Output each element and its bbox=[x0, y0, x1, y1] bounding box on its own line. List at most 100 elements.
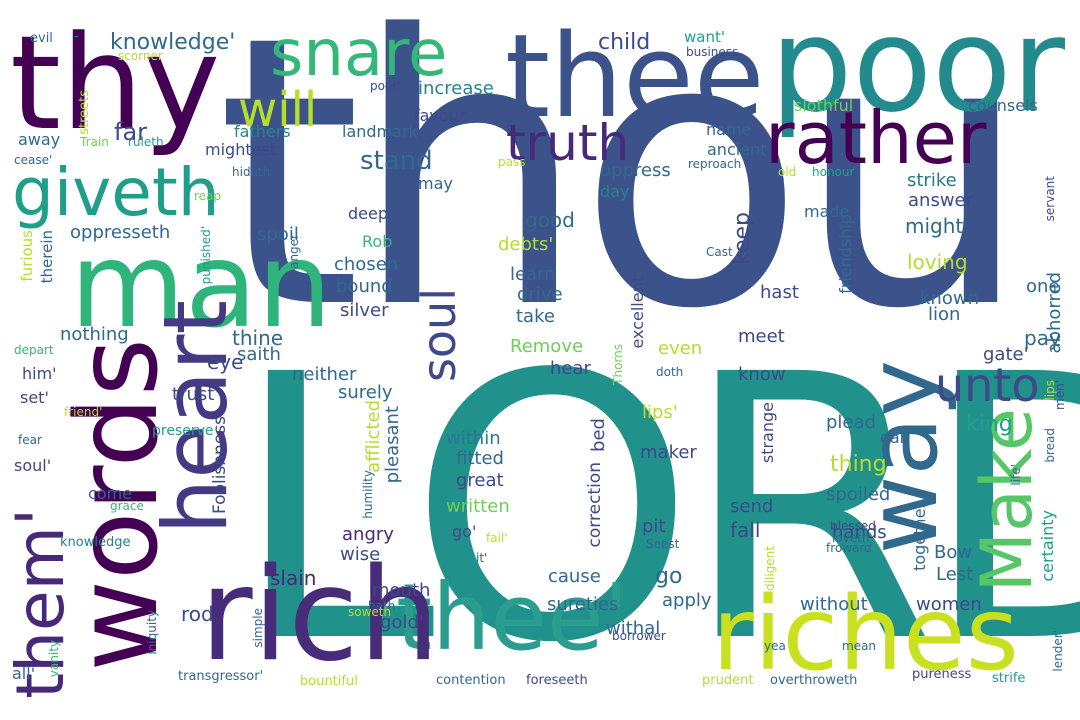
word-friendship: friendship bbox=[836, 214, 855, 294]
word-sureties: sureties bbox=[547, 594, 619, 615]
word-lips: lips bbox=[1043, 380, 1057, 401]
word-mean: mean bbox=[842, 639, 877, 653]
word-snare: snare bbox=[270, 17, 448, 91]
word-fail: fail' bbox=[486, 531, 508, 545]
word-thing: thing bbox=[830, 452, 887, 477]
word-go-quote: go' bbox=[452, 522, 477, 541]
word-train: Train bbox=[80, 135, 109, 149]
word-blessed: blessed bbox=[830, 519, 876, 533]
word-increase: increase bbox=[418, 78, 494, 99]
word-king: king bbox=[966, 412, 1013, 437]
word-good: good bbox=[525, 208, 575, 232]
word-ruleth: ruleth bbox=[128, 135, 164, 149]
word-known: known bbox=[920, 288, 979, 309]
word-meet: meet bbox=[738, 326, 785, 347]
word-strike: strike bbox=[907, 170, 957, 191]
word-pass: pass bbox=[498, 155, 526, 169]
word-humility: humility bbox=[361, 470, 375, 519]
word-it: it' bbox=[476, 551, 488, 565]
word-fear: fear bbox=[18, 433, 42, 447]
word-mightest: mightest bbox=[205, 140, 277, 159]
word-lord: LORD bbox=[232, 298, 1080, 720]
word-spoil: spoil bbox=[257, 224, 299, 245]
word-punished: punished' bbox=[199, 226, 213, 285]
word-giveth: giveth bbox=[12, 154, 220, 231]
word-ancient: ancient bbox=[707, 140, 767, 159]
word-gate: gate' bbox=[983, 344, 1029, 365]
word-might: might bbox=[905, 214, 964, 238]
word-correction: correction bbox=[585, 462, 605, 548]
word-certainty: certainty bbox=[1038, 510, 1057, 582]
word-gold: gold' bbox=[380, 612, 424, 633]
word-neither: neither bbox=[292, 364, 357, 385]
word-lips-quote: lips' bbox=[642, 402, 678, 423]
word-rather: rather bbox=[765, 96, 987, 180]
word-doth: doth bbox=[656, 365, 684, 379]
word-spoiled: spoiled bbox=[826, 484, 891, 505]
word-angry: angry bbox=[342, 524, 394, 545]
word-seest: Seest bbox=[646, 537, 680, 551]
word-life: life' bbox=[1009, 464, 1023, 486]
word-take: take bbox=[516, 306, 555, 327]
word-dash: - bbox=[74, 29, 79, 44]
word-slain: slain bbox=[270, 566, 317, 590]
word-lion: lion bbox=[928, 304, 961, 325]
word-slothful: slothful bbox=[794, 96, 854, 115]
word-women: women bbox=[916, 594, 982, 615]
word-bow: Bow bbox=[934, 542, 973, 563]
word-hast: hast bbox=[760, 282, 799, 303]
word-ear: ear bbox=[880, 428, 907, 447]
word-far: far bbox=[114, 118, 148, 146]
word-fathers: fathers bbox=[234, 122, 291, 141]
word-him: him' bbox=[22, 364, 57, 383]
word-landmark: landmark bbox=[342, 122, 418, 141]
word-know: know bbox=[738, 364, 786, 385]
word-knowledge-quote: knowledge' bbox=[110, 30, 236, 55]
word-debts: debts' bbox=[498, 234, 554, 255]
word-will: will bbox=[238, 82, 318, 138]
word-servant: servant bbox=[1043, 176, 1057, 222]
word-depart: depart bbox=[14, 343, 54, 357]
word-eye: eye bbox=[207, 350, 244, 374]
word-lest: Lest bbox=[936, 564, 974, 585]
word-oppresseth: oppresseth bbox=[70, 222, 171, 243]
word-mouth: mouth bbox=[372, 580, 431, 601]
word-thou: thou bbox=[216, 0, 1031, 390]
word-anger: anger bbox=[287, 234, 301, 269]
word-excellent: excellent bbox=[628, 276, 647, 349]
word-honour: honour bbox=[812, 165, 855, 179]
word-wise: wise bbox=[340, 544, 381, 565]
word-streets: streets bbox=[77, 90, 92, 135]
word-counsels: counsels bbox=[968, 96, 1038, 115]
word-go: go bbox=[655, 564, 683, 589]
word-fall: fall bbox=[730, 518, 761, 542]
word-hath: hath bbox=[368, 599, 396, 613]
word-afflicted: afflicted bbox=[363, 400, 384, 473]
word-contention: contention bbox=[436, 673, 506, 688]
word-yea: yea bbox=[764, 639, 786, 653]
word-name: name bbox=[706, 120, 752, 139]
word-strife: strife bbox=[992, 671, 1026, 686]
word-hands: hands bbox=[832, 522, 887, 543]
word-man: man bbox=[70, 216, 333, 354]
word-business: business bbox=[686, 45, 739, 59]
word-pleasant: pleasant bbox=[382, 406, 403, 484]
word-plead: plead bbox=[826, 412, 876, 433]
word-chosen: chosen bbox=[334, 254, 399, 275]
word-riches: riches bbox=[712, 575, 1019, 694]
word-learn: learn bbox=[510, 264, 556, 285]
word-overthroweth: overthroweth bbox=[770, 673, 858, 688]
word-bound: bound bbox=[336, 276, 393, 297]
word-pay: pay bbox=[1024, 326, 1061, 350]
word-old: old bbox=[778, 165, 797, 179]
word-oppress: oppress bbox=[600, 160, 671, 181]
word-trust: trust bbox=[172, 384, 215, 405]
word-soweth: soweth bbox=[348, 605, 392, 619]
word-preserve: preserve bbox=[152, 423, 214, 439]
word-cast: Cast bbox=[706, 245, 733, 259]
word-therein: therein bbox=[38, 230, 56, 284]
word-withal: withal bbox=[606, 618, 661, 639]
word-even: even bbox=[658, 338, 703, 359]
word-loving: loving bbox=[907, 250, 968, 274]
word-poor-quote: poor' bbox=[370, 79, 401, 93]
